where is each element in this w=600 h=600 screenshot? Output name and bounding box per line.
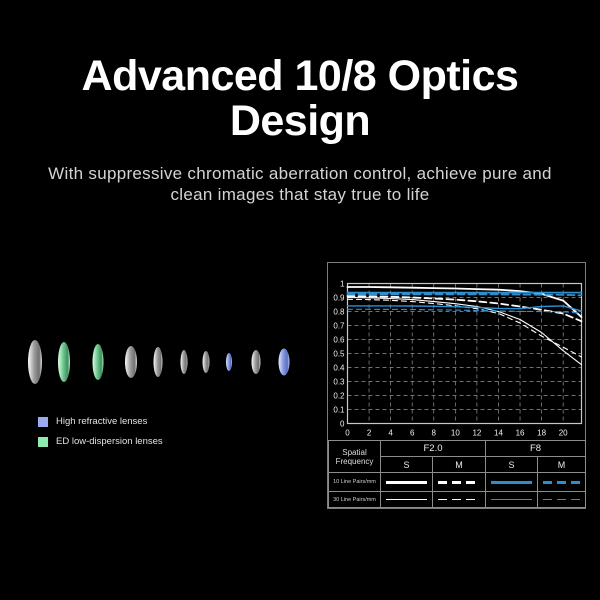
x-tick-label: 2 [367, 429, 372, 438]
mtf-series-f8-m-10-line-pairs-mm [346, 293, 583, 297]
y-tick-label: 0.5 [333, 349, 345, 358]
x-tick-label: 18 [537, 429, 546, 438]
x-tick-label: 10 [451, 429, 460, 438]
lens-element-white [180, 350, 188, 374]
x-tick-label: 14 [494, 429, 503, 438]
page-title-line1: Advanced 10/8 Optics [81, 52, 519, 100]
line-sample-f8-s-10lp [491, 480, 532, 484]
ed-low-dispersion-swatch-icon [38, 436, 48, 447]
table-header-f2-m: M [431, 456, 487, 473]
mtf-legend-table: Spatial Frequency F2.0 F8 S M S M 10 Lin… [328, 440, 587, 508]
line-sample-f8-m-30lp [542, 498, 581, 501]
x-tick-label: 0 [345, 429, 350, 438]
legend-item-ed-low-dispersion: ED low-dispersion lenses [38, 436, 163, 447]
mtf-series-f2-0-s-10-line-pairs-mm [346, 286, 583, 318]
lens-element-white [202, 351, 210, 373]
table-header-f2-s: S [380, 456, 433, 473]
line-sample-f8-s-30lp [491, 498, 532, 501]
y-tick-label: 0 [340, 419, 345, 428]
y-tick-label: 0.6 [333, 335, 345, 344]
legend-item-high-refractive: High refractive lenses [38, 416, 163, 427]
row-label-10lp: 10 Line Pairs/mm [328, 472, 381, 492]
lens-legend: High refractive lenses ED low-dispersion… [38, 416, 163, 447]
page-title-line2: Design [229, 97, 371, 145]
lens-diagram [28, 340, 290, 384]
table-row: 10 Line Pairs/mm [328, 472, 587, 492]
y-tick-label: 0.7 [333, 321, 345, 330]
y-tick-label: 0.1 [333, 405, 345, 414]
x-tick-label: 16 [516, 429, 525, 438]
high-refractive-swatch-icon [38, 416, 48, 427]
page-title: Advanced 10/8 Optics Design [0, 54, 600, 144]
row-label-30lp: 30 Line Pairs/mm [328, 491, 381, 508]
legend-label: ED low-dispersion lenses [56, 436, 163, 447]
line-sample-f2-m-10lp [438, 480, 480, 484]
lens-element-green [58, 342, 70, 382]
mtf-series-f8-s-30-line-pairs-mm [346, 305, 583, 312]
y-tick-label: 0.8 [333, 307, 345, 316]
table-corner-label: Spatial Frequency [328, 440, 381, 473]
lens-element-blue [278, 348, 290, 376]
line-sample-f2-m-30lp [438, 498, 480, 501]
x-tick-label: 20 [559, 429, 568, 438]
y-tick-label: 0.2 [333, 391, 345, 400]
y-tick-label: 1 [340, 279, 345, 288]
line-sample-f2-s-30lp [386, 498, 427, 501]
page-subtitle: With suppressive chromatic aberration co… [48, 164, 552, 204]
mtf-series-f2-0-s-30-line-pairs-mm [346, 296, 583, 366]
lens-element-white [251, 350, 261, 374]
line-sample-f8-m-10lp [542, 480, 581, 484]
lens-element-green [92, 344, 104, 380]
table-row: 30 Line Pairs/mm [328, 491, 587, 508]
mtf-chart-block: 1 0.9 0.8 0.7 0.6 0.5 0.4 0.3 0.2 0.1 0 0 2 4 6 8 10 12 14… [327, 262, 587, 509]
mtf-series-f2-0-m-30-line-pairs-mm [346, 298, 583, 358]
mtf-series-f8-m-30-line-pairs-mm [346, 308, 583, 314]
lens-element-white [28, 340, 42, 384]
y-tick-label: 0.9 [333, 293, 345, 302]
y-tick-label: 0.3 [333, 377, 345, 386]
mtf-series-f2-0-m-10-line-pairs-mm [346, 295, 583, 323]
x-tick-label: 12 [472, 429, 481, 438]
lens-element-white [153, 347, 163, 377]
line-sample-f2-s-10lp [386, 480, 427, 484]
y-tick-label: 0.4 [333, 363, 345, 372]
x-tick-label: 6 [410, 429, 415, 438]
legend-label: High refractive lenses [56, 416, 148, 427]
table-header-f8: F8 [485, 440, 587, 457]
table-header-f2: F2.0 [379, 440, 487, 457]
table-header-f8-m: M [537, 456, 587, 473]
lens-element-blue [226, 353, 232, 371]
lens-element-white [125, 346, 137, 378]
table-header-f8-s: S [485, 456, 539, 473]
plot-frame [346, 282, 583, 425]
x-tick-label: 4 [388, 429, 393, 438]
mtf-chart: 1 0.9 0.8 0.7 0.6 0.5 0.4 0.3 0.2 0.1 00 2 4 6 8 10 12 14… [333, 279, 583, 438]
x-tick-label: 8 [432, 429, 437, 438]
